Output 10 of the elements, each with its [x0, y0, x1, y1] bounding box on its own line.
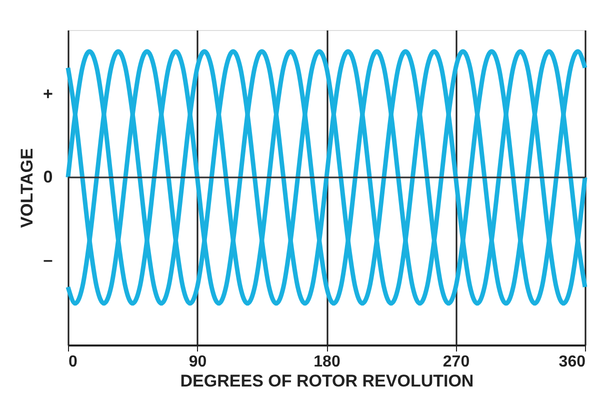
x-tick-label: 360: [558, 354, 586, 370]
x-tick-label: 0: [68, 354, 78, 370]
x-axis-title: DEGREES OF ROTOR REVOLUTION: [180, 372, 474, 390]
text: –: [43, 250, 53, 270]
x-tick-label: 270: [442, 354, 470, 370]
text: 0: [43, 167, 53, 186]
y-axis-title: VOLTAGE: [18, 148, 36, 228]
text: +: [43, 84, 54, 104]
x-tick-label: 180: [314, 354, 340, 370]
x-tick-label: 90: [188, 354, 207, 370]
